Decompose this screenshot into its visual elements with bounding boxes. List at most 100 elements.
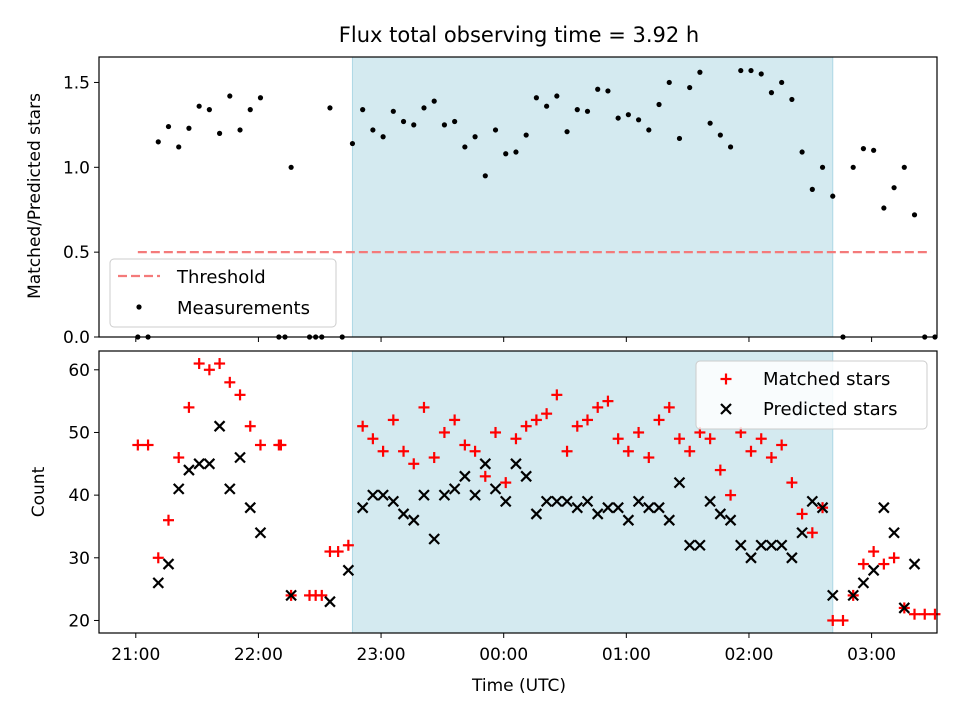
measurement-point — [196, 103, 202, 109]
y-tick-label: 1.0 — [63, 158, 90, 178]
top-legend: Threshold Measurements — [109, 258, 337, 328]
measurement-point — [533, 95, 539, 101]
measurement-point — [411, 122, 417, 128]
measurement-point — [615, 115, 621, 121]
predicted-star-point — [193, 458, 205, 470]
measurement-point — [584, 108, 591, 114]
threshold-legend-label: Threshold — [176, 267, 266, 288]
x-tick-label: 02:00 — [724, 645, 773, 665]
chart-title: Flux total observing time = 3.92 h — [339, 23, 699, 47]
measurement-point — [809, 186, 815, 192]
measurement-point — [523, 132, 529, 138]
predicted-star-point — [438, 489, 451, 501]
predicted-star-point — [244, 501, 257, 514]
bottom-y-axis: 20 30 40 50 60 — [68, 361, 99, 631]
measurement-point — [247, 107, 253, 113]
measurement-point — [707, 120, 713, 126]
predicted-star-point — [867, 564, 880, 577]
predicted-star-point — [673, 476, 686, 489]
measurement-point — [370, 127, 376, 133]
measurement-point — [390, 108, 396, 114]
predicted-star-point — [213, 420, 226, 432]
measurement-point — [727, 144, 734, 150]
predicted-legend-swatch — [720, 403, 732, 415]
y-tick-label: 50 — [68, 423, 90, 443]
predicted-star-point — [735, 539, 747, 552]
measurement-point — [860, 146, 867, 152]
predicted-star-point — [591, 508, 604, 520]
predicted-star-point — [499, 495, 512, 508]
measurement-point — [717, 132, 723, 138]
predicted-star-point — [816, 501, 829, 514]
predicted-star-point — [520, 470, 532, 483]
measurement-point — [911, 212, 918, 218]
measurement-point — [738, 67, 744, 74]
measurement-point — [768, 90, 775, 96]
measurement-point — [288, 164, 294, 170]
measurement-point — [452, 118, 458, 125]
predicted-star-point — [632, 495, 645, 508]
x-tick-label: 22:00 — [234, 645, 283, 665]
top-legend-box — [109, 258, 337, 328]
predicted-star-point — [714, 508, 727, 520]
measurement-point — [748, 67, 754, 74]
predicted-star-point — [342, 564, 355, 577]
predicted-star-point — [683, 539, 696, 552]
measurement-point — [564, 129, 570, 135]
measurement-point — [625, 112, 631, 118]
predicted-star-point — [448, 483, 461, 495]
measurement-point — [503, 151, 509, 157]
measurement-point — [216, 130, 223, 136]
predicted-star-point — [367, 489, 379, 501]
predicted-star-point — [826, 589, 839, 602]
predicted-star-point — [724, 514, 737, 526]
measurement-point — [789, 96, 795, 103]
predicted-star-point — [510, 458, 522, 470]
measurement-point — [206, 107, 212, 113]
measurement-point — [462, 144, 468, 150]
predicted-star-point — [254, 526, 267, 539]
x-tick-label: 21:00 — [111, 645, 160, 665]
measurement-point — [605, 88, 611, 94]
measurement-point — [697, 69, 703, 75]
bottom-panel: 20 30 40 50 60 21:00 22:00 23:00 00:00 01:00 02:0… — [29, 350, 941, 696]
measurement-point — [513, 149, 519, 155]
predicted-star-point — [285, 589, 297, 602]
measurement-point — [758, 71, 764, 77]
predicted-star-point — [898, 602, 911, 614]
predicted-star-point — [571, 501, 584, 514]
bottom-y-axis-label: Count — [29, 466, 49, 517]
measurement-point — [482, 173, 488, 179]
measurement-point — [544, 103, 550, 109]
predicted-star-point — [324, 595, 336, 608]
predicted-legend-marker — [720, 403, 732, 415]
predicted-star-point — [203, 458, 216, 470]
predicted-star-point — [908, 558, 921, 570]
x-tick-label: 00:00 — [479, 645, 528, 665]
measurement-point — [819, 164, 826, 170]
predicted-star-point — [704, 495, 716, 508]
x-tick-label: 23:00 — [357, 645, 406, 665]
y-tick-label: 40 — [68, 486, 90, 506]
measurement-point — [676, 135, 683, 142]
predicted-star-point — [387, 495, 400, 508]
predicted-star-point — [581, 495, 594, 508]
y-tick-label: 0.0 — [63, 328, 90, 348]
predicted-star-point — [377, 489, 389, 501]
measurement-point — [779, 79, 785, 86]
measurement-point — [257, 95, 264, 101]
top-y-axis-label: Matched/Predicted stars — [25, 93, 45, 299]
bottom-x-axis: 21:00 22:00 23:00 00:00 01:00 02:00 03:00 — [111, 633, 896, 665]
measurement-point — [891, 185, 897, 191]
predicted-star-point — [397, 508, 410, 520]
measurement-point — [360, 107, 366, 113]
measurement-point — [165, 123, 172, 130]
measurements-legend-swatch — [136, 304, 142, 310]
predicted-star-point — [407, 514, 420, 526]
predicted-star-point — [224, 483, 236, 495]
measurement-point — [400, 118, 407, 125]
predicted-star-point — [489, 483, 502, 495]
measurements-legend-label: Measurements — [177, 298, 310, 319]
matched-legend-swatch — [720, 373, 732, 385]
y-tick-label: 0.5 — [63, 243, 90, 263]
